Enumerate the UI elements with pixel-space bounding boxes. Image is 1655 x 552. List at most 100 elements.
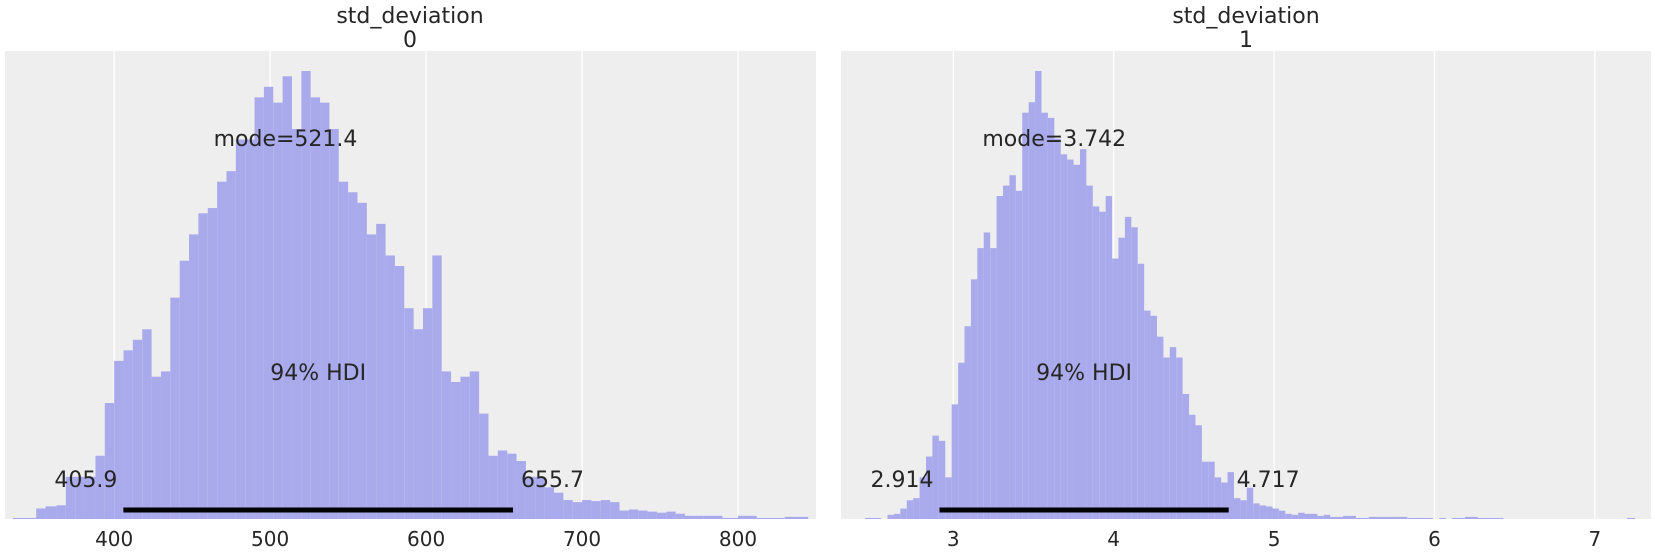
panel-left-hdi-label: 94% HDI [270,361,366,386]
histogram-bar [1003,185,1010,519]
histogram-bar [1086,185,1093,519]
histogram-bar [1189,414,1196,519]
panel-right: std_deviation 1 mode=3.742 94% HDI 2.914… [841,4,1651,551]
histogram-bar [906,500,914,519]
histogram-bar [432,255,442,519]
histogram-bar [1420,517,1433,519]
histogram-bar [357,202,367,519]
histogram-bar [1009,175,1016,520]
histogram-bar [207,208,218,520]
panel-right-histogram-bars [865,71,1635,520]
histogram-bar [1169,347,1177,519]
histogram-bar [385,255,395,519]
histogram-bar [12,517,37,519]
histogram-bar [1079,149,1087,520]
histogram-bar [1317,515,1324,519]
panel-left-mode-label: mode=521.4 [214,127,358,152]
histogram-bar [282,76,292,519]
histogram-bar [1028,102,1036,520]
histogram-bar [535,476,545,519]
histogram-bar [1041,112,1048,520]
histogram-bar [1394,516,1408,519]
histogram-bar [1626,517,1635,519]
histogram-bar [996,196,1003,519]
histogram-bar [1227,472,1234,519]
histogram-bar [572,502,583,519]
histogram-bar [123,350,133,519]
histogram-bar [376,223,386,520]
panel-left-title-line1: std_deviation [336,4,483,29]
histogram-bar [198,213,208,519]
histogram-bar [990,248,997,519]
x-tick-label: 600 [407,527,445,551]
histogram-bar [338,181,349,519]
histogram-bar [1285,513,1292,519]
histogram-bar [1150,315,1157,519]
histogram-bar [525,476,536,519]
histogram-bar [263,86,274,519]
histogram-bar [1022,112,1029,520]
histogram-bar [932,435,939,519]
histogram-bar [132,339,143,519]
histogram-bar [469,371,480,519]
histogram-bar [600,500,611,519]
histogram-bar [45,506,57,519]
histogram-bar [160,371,171,519]
histogram-bar [675,513,685,519]
histogram-bar [235,139,246,520]
histogram-bar [36,508,46,519]
histogram-bar [738,515,757,519]
histogram-bar [516,461,526,519]
x-tick-label: 4 [1107,527,1120,551]
histogram-bar [591,501,601,519]
histogram-bar [1073,164,1080,519]
histogram-bar [441,371,452,519]
histogram-bar [647,511,657,519]
histogram-bar [1298,512,1305,519]
histogram-bar [938,440,946,519]
histogram-bar [945,477,952,519]
histogram-bar [1452,517,1465,519]
histogram-bar [1240,500,1247,519]
histogram-bar [320,102,330,519]
histogram-bar [301,71,311,519]
histogram-bar [900,508,907,519]
histogram-bar [1214,477,1222,519]
histogram-bar [964,326,971,519]
histogram-bar [1253,503,1260,519]
histogram-bar [628,509,639,519]
histogram-bar [1381,516,1395,519]
histogram-bar [217,181,227,519]
panel-right-title-line1: std_deviation [1172,4,1319,29]
histogram-bar [329,128,339,519]
histogram-bar [694,515,704,519]
histogram-bar [977,248,984,519]
histogram-bar [1266,506,1273,519]
histogram-bar [479,413,489,519]
histogram-bar [404,308,414,519]
histogram-bar [151,376,161,519]
histogram-bar [394,266,405,519]
histogram-bar [563,500,573,519]
histogram-bar [544,487,554,519]
histogram-bar [1233,498,1241,519]
histogram-bar [619,510,629,519]
x-tick-label: 500 [251,527,289,551]
histogram-bar [1118,237,1125,519]
histogram-bar [451,381,461,519]
panel-left-hdi-high-label: 655.7 [521,468,584,493]
histogram-bar [1182,393,1190,519]
histogram-bar [1137,263,1145,519]
histogram-bar [582,500,592,519]
histogram-bar [756,517,785,519]
histogram-bar [873,517,882,519]
histogram-bar [65,476,76,519]
histogram-bar [1330,516,1344,519]
histogram-bar [1464,516,1478,519]
histogram-bar [189,234,199,519]
x-tick-label: 700 [563,527,601,551]
panel-right-hdi-low-label: 2.914 [870,468,933,493]
histogram-bar [1067,159,1074,519]
histogram-bar [56,505,66,519]
histogram-bar [1304,513,1311,519]
